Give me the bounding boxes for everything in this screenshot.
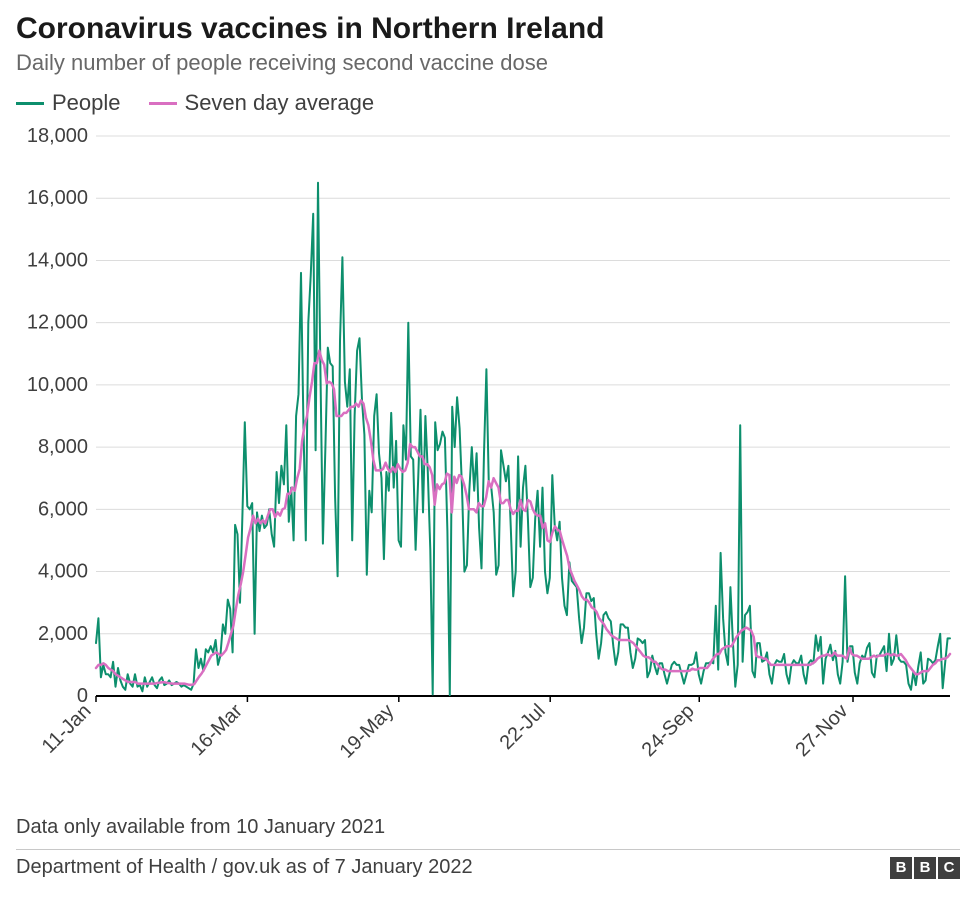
- svg-text:19-May: 19-May: [336, 700, 399, 763]
- bbc-logo-b2: B: [914, 857, 936, 879]
- legend-label-avg: Seven day average: [185, 90, 375, 116]
- svg-text:10,000: 10,000: [27, 374, 88, 396]
- chart-note: Data only available from 10 January 2021: [16, 816, 960, 845]
- svg-text:24-Sep: 24-Sep: [638, 700, 699, 761]
- svg-text:4,000: 4,000: [38, 561, 88, 583]
- bbc-logo-b1: B: [890, 857, 912, 879]
- svg-text:16-Mar: 16-Mar: [187, 700, 248, 761]
- legend-swatch-people: [16, 102, 44, 105]
- source-text: Department of Health / gov.uk as of 7 Ja…: [16, 856, 473, 879]
- legend-item-avg: Seven day average: [149, 90, 375, 116]
- chart-svg: 02,0004,0006,0008,00010,00012,00014,0001…: [16, 126, 960, 806]
- chart-container: Coronavirus vaccines in Northern Ireland…: [0, 0, 976, 920]
- svg-text:18,000: 18,000: [27, 126, 88, 147]
- legend-item-people: People: [16, 90, 121, 116]
- svg-text:22-Jul: 22-Jul: [496, 700, 550, 754]
- legend: People Seven day average: [16, 90, 960, 116]
- chart-title: Coronavirus vaccines in Northern Ireland: [16, 12, 960, 46]
- svg-text:2,000: 2,000: [38, 623, 88, 645]
- chart-plot: 02,0004,0006,0008,00010,00012,00014,0001…: [16, 126, 960, 806]
- legend-label-people: People: [52, 90, 121, 116]
- svg-text:16,000: 16,000: [27, 187, 88, 209]
- bbc-logo-c: C: [938, 857, 960, 879]
- bbc-logo: B B C: [890, 857, 960, 879]
- svg-text:11-Jan: 11-Jan: [38, 700, 96, 758]
- svg-text:8,000: 8,000: [38, 436, 88, 458]
- svg-text:6,000: 6,000: [38, 498, 88, 520]
- svg-text:27-Nov: 27-Nov: [791, 700, 852, 761]
- chart-footer: Department of Health / gov.uk as of 7 Ja…: [16, 850, 960, 879]
- legend-swatch-avg: [149, 102, 177, 105]
- svg-text:14,000: 14,000: [27, 249, 88, 271]
- svg-text:12,000: 12,000: [27, 312, 88, 334]
- chart-subtitle: Daily number of people receiving second …: [16, 50, 960, 76]
